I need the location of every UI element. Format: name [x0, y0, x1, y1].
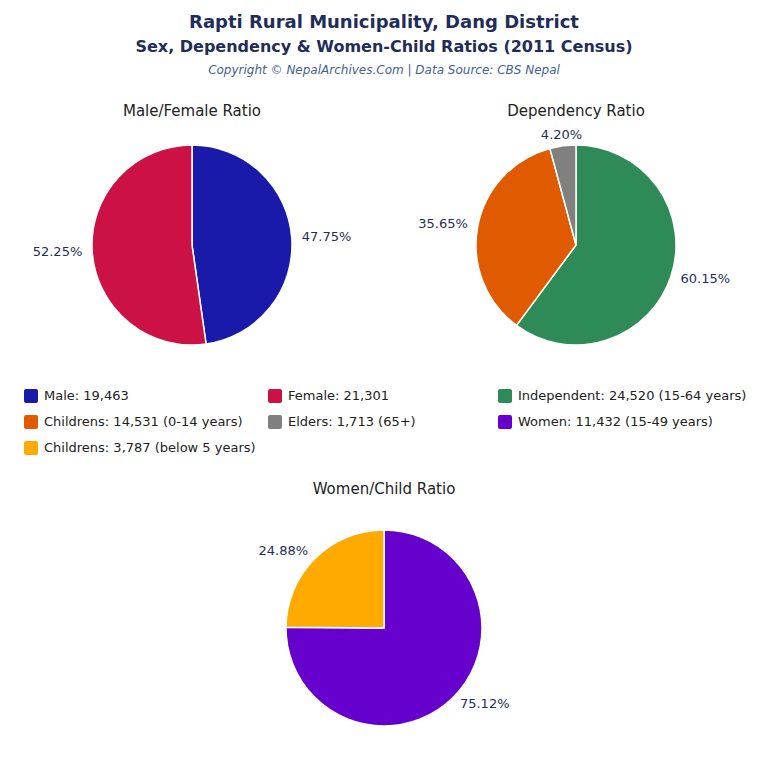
legend-label: Male: 19,463: [44, 388, 129, 403]
data-label: 47.75%: [302, 229, 352, 244]
legend-swatch: [24, 441, 38, 455]
legend-item: Women: 11,432 (15-49 years): [498, 414, 713, 430]
chart-root: Rapti Rural Municipality, Dang District S…: [0, 0, 768, 768]
legend-label: Elders: 1,713 (65+): [288, 414, 416, 429]
chart-title: Women/Child Ratio: [313, 480, 456, 498]
pie-chart: Dependency Ratio 60.15% 35.65% 4.20%: [418, 102, 730, 345]
data-labels: 75.12% 24.88%: [258, 543, 509, 711]
legend-swatch: [24, 389, 38, 403]
data-label: 52.25%: [33, 244, 83, 259]
legend-label: Childrens: 3,787 (below 5 years): [44, 440, 256, 455]
pie-chart: Women/Child Ratio 75.12% 24.88%: [258, 480, 509, 726]
annotation: Copyright © NepalArchives.Com | Data Sou…: [208, 63, 560, 77]
legend-label: Women: 11,432 (15-49 years): [518, 414, 713, 429]
legend: Male: 19,463 Female: 21,301 Independent: 2…: [24, 388, 746, 456]
legend-item: Elders: 1,713 (65+): [268, 414, 416, 430]
pie-slice: [192, 145, 292, 344]
data-label: 60.15%: [680, 271, 730, 286]
data-label: 75.12%: [460, 696, 510, 711]
legend-item: Independent: 24,520 (15-64 years): [498, 388, 746, 404]
legend-item: Childrens: 14,531 (0-14 years): [24, 414, 243, 430]
pie-slice: [550, 145, 576, 245]
legend-item: Childrens: 3,787 (below 5 years): [24, 440, 256, 456]
pie-slice: [92, 145, 206, 345]
slices: [92, 145, 292, 345]
legend-item: Female: 21,301: [268, 388, 389, 404]
slices: [476, 145, 676, 345]
legend-swatch: [268, 415, 282, 429]
page: {"title": "Rapti Rural Municipality, Dan…: [0, 0, 768, 768]
chart-title: Dependency Ratio: [507, 102, 645, 120]
legend-label: Female: 21,301: [288, 388, 389, 403]
data-label: 35.65%: [418, 216, 468, 231]
data-labels: 60.15% 35.65% 4.20%: [418, 127, 730, 286]
pie-chart: Male/Female Ratio 47.75% 52.25%: [33, 102, 352, 345]
chart-title: Male/Female Ratio: [123, 102, 261, 120]
legend-label: Childrens: 14,531 (0-14 years): [44, 414, 243, 429]
legend-swatch: [268, 389, 282, 403]
slices: [286, 530, 482, 726]
legend-item: Male: 19,463: [24, 388, 129, 404]
subtitle: Sex, Dependency & Women-Child Ratios (20…: [135, 37, 632, 56]
legend-label: Independent: 24,520 (15-64 years): [518, 388, 746, 403]
legend-swatch: [24, 415, 38, 429]
legend-swatch: [498, 415, 512, 429]
data-labels: 47.75% 52.25%: [33, 229, 352, 260]
pie-slice: [286, 530, 482, 726]
data-label: 24.88%: [258, 543, 308, 558]
data-label: 4.20%: [541, 127, 582, 142]
legend-swatch: [498, 389, 512, 403]
title: Rapti Rural Municipality, Dang District: [189, 11, 579, 32]
